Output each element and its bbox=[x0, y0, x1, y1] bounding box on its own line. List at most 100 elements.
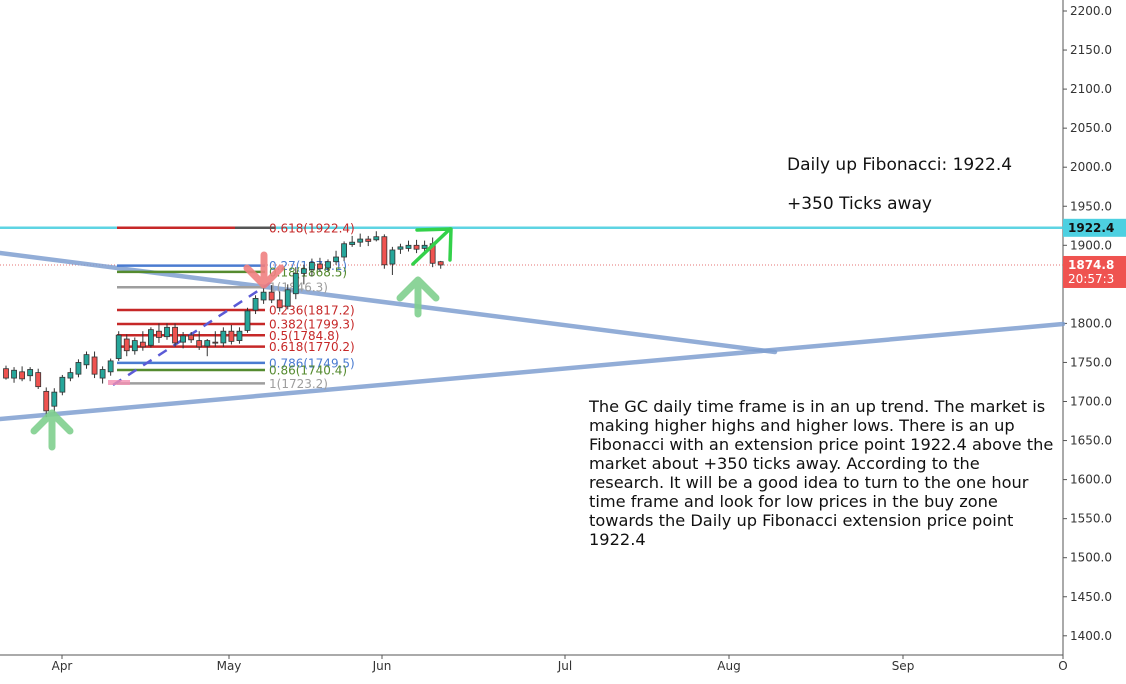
candle-body[interactable] bbox=[123, 338, 130, 352]
price-tick-label: 2000.0 bbox=[1070, 160, 1112, 174]
price-tick-label: 1400.0 bbox=[1070, 629, 1112, 643]
candle-body[interactable] bbox=[156, 330, 162, 338]
price-tick-label: 1800.0 bbox=[1070, 316, 1112, 330]
candle-body[interactable] bbox=[147, 329, 154, 346]
candle-body[interactable] bbox=[300, 268, 307, 274]
price-tick-label: 2150.0 bbox=[1070, 43, 1112, 57]
candle-body[interactable] bbox=[268, 291, 275, 301]
candle-body[interactable] bbox=[349, 241, 356, 245]
candle-body[interactable] bbox=[180, 335, 187, 343]
price-axis-badge-label: 1922.4 bbox=[1068, 221, 1114, 235]
candle-body[interactable] bbox=[35, 372, 42, 388]
candle-body[interactable] bbox=[317, 263, 323, 270]
candle-body[interactable] bbox=[260, 291, 267, 301]
candle-body[interactable] bbox=[405, 244, 412, 249]
price-tick-label: 2100.0 bbox=[1070, 82, 1112, 96]
down-arrow-may bbox=[243, 251, 285, 289]
fib-level-label: 0.5(1784.8) bbox=[269, 329, 339, 343]
candle-body[interactable] bbox=[204, 340, 211, 347]
candle-body[interactable] bbox=[196, 340, 203, 348]
price-tick-label: 1600.0 bbox=[1070, 473, 1112, 487]
candle-body[interactable] bbox=[11, 369, 17, 379]
candle-body[interactable] bbox=[389, 249, 396, 265]
candle-body[interactable] bbox=[373, 236, 380, 241]
candle-body[interactable] bbox=[308, 262, 315, 270]
candle-body[interactable] bbox=[325, 261, 331, 269]
candle-body[interactable] bbox=[43, 390, 50, 412]
price-tick-label: 1700.0 bbox=[1070, 395, 1112, 409]
candle-body[interactable] bbox=[107, 360, 114, 373]
price-tick-label: 1950.0 bbox=[1070, 199, 1112, 213]
candle-body[interactable] bbox=[228, 330, 235, 342]
candle-body[interactable] bbox=[172, 326, 178, 344]
candle-body[interactable] bbox=[284, 289, 291, 307]
candle-body[interactable] bbox=[212, 341, 219, 344]
candle-body[interactable] bbox=[357, 238, 364, 243]
fib-level-label: 0.86(1740.4) bbox=[269, 363, 347, 377]
candle-body[interactable] bbox=[67, 372, 74, 379]
candle-body[interactable] bbox=[365, 238, 372, 242]
candle-body[interactable] bbox=[99, 369, 106, 379]
candle-body[interactable] bbox=[91, 356, 98, 375]
candle-body[interactable] bbox=[220, 330, 227, 344]
time-tick-label: Aug bbox=[717, 659, 740, 673]
fib-anchor-marker bbox=[108, 380, 130, 385]
price-axis-badge bbox=[1063, 255, 1126, 288]
price-tick-label: 2050.0 bbox=[1070, 121, 1112, 135]
fib-level-label: 0.382(1799.3) bbox=[269, 317, 355, 331]
time-tick-label: Jun bbox=[372, 659, 392, 673]
price-tick-label: 1750.0 bbox=[1070, 355, 1112, 369]
candle-body[interactable] bbox=[437, 261, 444, 266]
candle-body[interactable] bbox=[3, 368, 9, 379]
time-tick-label: Apr bbox=[52, 659, 73, 673]
time-tick-label: Jul bbox=[557, 659, 572, 673]
fib-level-label: 0.618(1922.4) bbox=[269, 221, 355, 235]
candle-body[interactable] bbox=[421, 244, 428, 249]
candle-body[interactable] bbox=[59, 376, 66, 393]
fib-level-label: 0.786(1749.5) bbox=[269, 356, 355, 370]
annotation-title: Daily up Fibonacci: 1922.4 bbox=[787, 155, 1013, 175]
candle-body[interactable] bbox=[333, 256, 339, 263]
falling-trendline[interactable] bbox=[0, 250, 778, 355]
candle-body[interactable] bbox=[131, 340, 138, 352]
candle-body[interactable] bbox=[75, 362, 82, 375]
rising-trendline[interactable] bbox=[0, 321, 1066, 422]
price-tick-label: 2200.0 bbox=[1070, 4, 1112, 18]
fib-level-label: 1(1723.2) bbox=[269, 377, 328, 391]
candle-body[interactable] bbox=[27, 369, 34, 377]
candle-body[interactable] bbox=[83, 354, 90, 366]
candle-body[interactable] bbox=[381, 236, 388, 266]
candle-body[interactable] bbox=[19, 371, 26, 380]
price-tick-label: 1550.0 bbox=[1070, 512, 1112, 526]
annotation-ticks: +350 Ticks away bbox=[787, 194, 932, 214]
candle-body[interactable] bbox=[397, 246, 404, 250]
candle-body[interactable] bbox=[276, 299, 283, 309]
candle-body[interactable] bbox=[341, 243, 348, 258]
candle-body[interactable] bbox=[292, 273, 299, 295]
candle-body[interactable] bbox=[236, 330, 243, 341]
fib-level-label: 0.236(1817.2) bbox=[269, 303, 355, 317]
candle-body[interactable] bbox=[139, 341, 146, 348]
up-arrow-april-low bbox=[30, 409, 74, 451]
target-arrow bbox=[411, 227, 453, 266]
candle-body[interactable] bbox=[51, 391, 58, 407]
time-tick-label: Sep bbox=[892, 659, 915, 673]
time-tick-label: O bbox=[1058, 659, 1067, 673]
candle-body[interactable] bbox=[188, 334, 195, 341]
candle-body[interactable] bbox=[252, 298, 259, 311]
price-tick-label: 1900.0 bbox=[1070, 238, 1112, 252]
candle-body[interactable] bbox=[115, 334, 122, 359]
price-tick-label: 1500.0 bbox=[1070, 551, 1112, 565]
candle-body[interactable] bbox=[244, 310, 251, 331]
price-tick-label: 1650.0 bbox=[1070, 434, 1112, 448]
time-tick-label: May bbox=[217, 659, 242, 673]
price-tick-label: 1450.0 bbox=[1070, 590, 1112, 604]
price-axis-badge-label: 1874.8 bbox=[1068, 258, 1114, 272]
candle-body[interactable] bbox=[164, 326, 170, 338]
annotation-body: The GC daily time frame is in an up tren… bbox=[589, 397, 1054, 549]
fib-level-label: 0.618(1770.2) bbox=[269, 340, 355, 354]
candle-body[interactable] bbox=[413, 244, 420, 250]
price-axis-badge bbox=[1063, 218, 1126, 237]
